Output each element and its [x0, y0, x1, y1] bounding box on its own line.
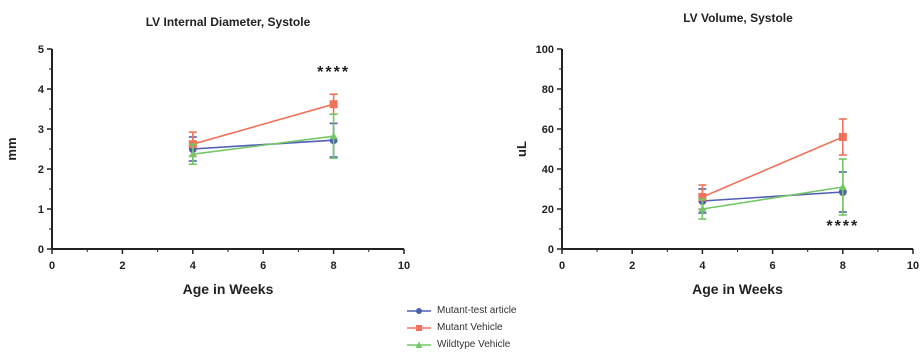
chart2-x-tick-label: 8 [840, 260, 846, 272]
chart1-y-tick-label: 4 [38, 84, 45, 96]
chart2-point [698, 193, 707, 201]
chart2-point [838, 133, 847, 141]
chart2-y-tick-label: 40 [542, 164, 554, 176]
chart1-series-line [192, 103, 334, 145]
chart2-x-tick-label: 4 [699, 260, 706, 272]
chart1-y-tick-label: 2 [38, 164, 44, 176]
chart2-x-tick-label: 6 [770, 260, 776, 272]
chart2-series-line [702, 186, 843, 210]
chart2-y-tick-label: 60 [542, 124, 554, 136]
chart2-significance-annotation: **** [826, 218, 859, 235]
chart2-y-tick-label: 80 [542, 84, 554, 96]
chart2-x-tick-label: 10 [907, 260, 919, 272]
chart1-y-tick-label: 0 [38, 244, 44, 256]
legend-item-mutant-vehicle: Mutant Vehicle [407, 319, 516, 336]
chart2-y-tick-label: 0 [548, 244, 554, 256]
chart1-y-label: mm [4, 137, 19, 160]
legend-swatch-mutant-vehicle [407, 324, 431, 331]
chart2-series-line [702, 136, 844, 198]
chart2-point [838, 183, 847, 190]
chart2-y-label: uL [514, 141, 529, 157]
chart1-x-tick-label: 4 [190, 260, 197, 272]
chart2-x-tick-label: 0 [559, 260, 565, 272]
chart1-significance-annotation: **** [317, 64, 350, 81]
chart2-x-label: Age in Weeks [692, 281, 783, 297]
chart1-point [329, 132, 338, 140]
chart1-x-tick-label: 2 [119, 260, 125, 272]
legend: Mutant-test article Mutant Vehicle Wildt… [407, 302, 516, 353]
chart1-x-tick-label: 0 [49, 260, 55, 272]
chart2-x-tick-label: 2 [629, 260, 635, 272]
chart1-title: LV Internal Diameter, Systole [146, 15, 311, 29]
chart1-x-label: Age in Weeks [183, 281, 274, 297]
chart1-y-tick-label: 1 [38, 204, 44, 216]
legend-item-mutant-test-article: Mutant-test article [407, 302, 516, 319]
chart2-y-tick-label: 20 [542, 204, 554, 216]
chart2-y-tick-label: 100 [536, 44, 554, 56]
chart1-x-tick-label: 8 [331, 260, 337, 272]
legend-label-wildtype-vehicle: Wildtype Vehicle [437, 339, 511, 350]
chart1-series-line [192, 135, 334, 155]
chart1-x-tick-label: 6 [260, 260, 266, 272]
chart1-y-tick-label: 3 [38, 124, 44, 136]
legend-swatch-mutant-test-article [407, 307, 431, 314]
chart2-series-line [702, 191, 843, 202]
chart1-point [188, 150, 197, 158]
chart2-point [698, 205, 707, 212]
chart1-y-tick-label: 5 [38, 44, 44, 56]
legend-item-wildtype-vehicle: Wildtype Vehicle [407, 336, 516, 353]
chart2-title: LV Volume, Systole [683, 11, 793, 25]
chart1-x-tick-label: 10 [398, 260, 410, 272]
chart1-point [329, 100, 338, 109]
legend-swatch-wildtype-vehicle [407, 341, 431, 348]
legend-label-mutant-test-article: Mutant-test article [437, 305, 517, 316]
legend-label-mutant-vehicle: Mutant Vehicle [437, 322, 503, 333]
